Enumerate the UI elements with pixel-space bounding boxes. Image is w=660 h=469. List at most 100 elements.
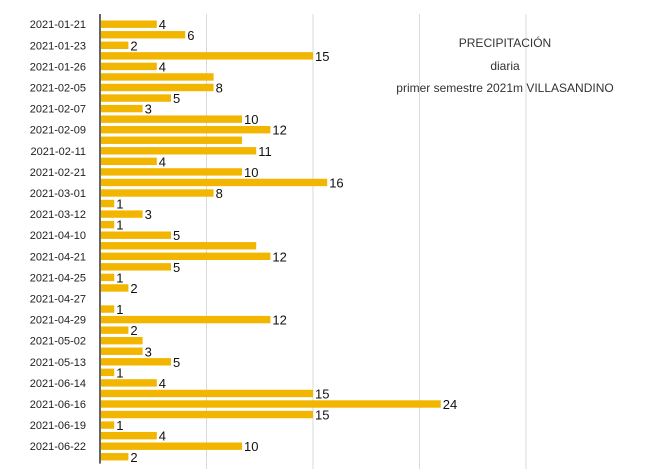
y-tick-label: 2021-06-14 [30,378,86,390]
data-label: 1 [116,270,123,285]
bars [101,20,441,461]
data-label: 3 [145,207,152,222]
bar [101,347,143,355]
data-label: 12 [272,313,286,328]
bar [101,168,242,176]
bar [101,147,257,155]
data-label: 2 [130,450,137,465]
y-tick-label: 2021-04-29 [30,315,86,327]
y-tick-label: 2021-06-19 [30,420,86,432]
bar [101,305,115,313]
bar [101,421,115,429]
data-label: 4 [159,17,166,32]
bar [101,442,242,450]
bar [101,94,171,102]
data-label: 1 [116,302,123,317]
data-label: 3 [145,102,152,117]
bar [101,231,171,239]
data-label: 4 [159,59,166,74]
data-label: 1 [116,218,123,233]
bar [101,326,129,334]
y-tick-label: 2021-02-07 [30,104,86,116]
data-label: 4 [159,429,166,444]
data-label: 15 [315,386,329,401]
y-tick-label: 2021-05-13 [30,357,86,369]
y-tick-label: 2021-05-02 [30,336,86,348]
bar [101,83,214,92]
bar [101,136,242,144]
data-label: 1 [116,418,123,433]
data-label: 2 [130,323,137,338]
bar [101,358,171,366]
data-label: 6 [187,28,194,43]
bar [101,368,115,377]
y-tick-label: 2021-01-23 [30,40,86,52]
data-label: 2 [130,281,137,296]
chart-title: PRECIPITACIÓN diaria primer semestre 202… [396,35,613,95]
title-line-1: PRECIPITACIÓN [459,35,551,50]
bar [101,431,157,440]
bar [101,104,143,113]
data-label: 5 [173,91,180,106]
bar [101,242,257,250]
bar [101,337,143,345]
data-label: 4 [159,376,166,391]
data-label: 4 [159,154,166,169]
bar [101,199,115,208]
data-label: 10 [244,439,258,454]
y-tick-label: 2021-01-21 [30,19,86,31]
bar [101,315,271,324]
bar [101,220,115,229]
bar [101,284,129,292]
y-tick-labels: 2021-01-21 2021-01-23 2021-01-26 2021-02-05… [30,19,86,453]
data-label: 8 [216,186,223,201]
bar [101,410,313,419]
data-label: 11 [258,144,272,159]
y-tick-label: 2021-02-21 [30,167,86,179]
y-tick-label: 2021-02-05 [30,83,86,95]
y-tick-label: 2021-06-16 [30,399,86,411]
y-tick-label: 2021-04-10 [30,230,86,242]
y-tick-label: 2021-03-12 [30,209,86,221]
bar [101,31,186,39]
bar [101,62,157,71]
y-tick-label: 2021-04-21 [30,251,86,263]
data-label: 2 [130,38,137,53]
data-label: 12 [272,123,286,138]
bar [101,252,271,260]
data-label: 15 [315,49,329,64]
bar [101,189,214,197]
y-tick-label: 2021-04-25 [30,272,86,284]
data-label: 24 [443,397,457,412]
data-labels: 4621548531012114101681315125121122351415… [116,17,457,465]
bar [101,273,115,282]
bar [101,157,157,166]
bar [101,73,214,81]
bar [101,379,157,387]
title-line-3: primer semestre 2021m VILLASANDINO [396,81,613,95]
bar [101,52,313,60]
bar [101,400,441,408]
y-tick-label: 2021-02-09 [30,125,86,137]
data-label: 1 [116,365,123,380]
data-label: 5 [173,355,180,370]
data-label: 5 [173,228,180,243]
y-tick-label: 2021-01-26 [30,61,86,73]
y-tick-label: 2021-06-22 [30,441,86,453]
bar [101,20,157,28]
bar [101,41,129,49]
bar [101,263,171,271]
data-label: 8 [216,81,223,96]
title-line-2: diaria [490,59,520,73]
data-label: 15 [315,408,329,423]
bar [101,115,242,123]
bar [101,178,328,187]
data-label: 16 [329,175,343,190]
y-tick-label: 2021-02-11 [31,146,86,158]
y-tick-label: 2021-04-27 [30,294,86,306]
bar [101,210,143,218]
bar [101,453,129,461]
data-label: 10 [244,112,258,127]
data-label: 5 [173,260,180,275]
